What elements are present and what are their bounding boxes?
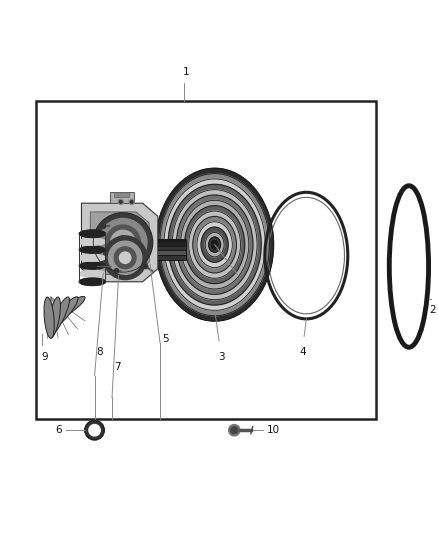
Ellipse shape	[189, 211, 240, 278]
Bar	[158, 256, 186, 260]
Circle shape	[109, 241, 142, 274]
Circle shape	[120, 252, 131, 263]
Ellipse shape	[172, 190, 257, 300]
Text: 8: 8	[97, 346, 103, 357]
Circle shape	[118, 199, 124, 205]
Circle shape	[120, 200, 122, 203]
Circle shape	[129, 199, 134, 205]
Bar	[35, 101, 376, 419]
Polygon shape	[90, 212, 149, 274]
Ellipse shape	[79, 278, 106, 285]
Circle shape	[106, 225, 141, 260]
Bar	[158, 239, 186, 260]
Ellipse shape	[155, 168, 274, 321]
Ellipse shape	[209, 237, 220, 252]
Bar	[158, 242, 186, 246]
Text: 4: 4	[300, 348, 306, 357]
Ellipse shape	[79, 238, 106, 245]
Ellipse shape	[160, 174, 269, 316]
Circle shape	[114, 269, 119, 273]
Bar	[110, 192, 134, 203]
Text: 10: 10	[267, 425, 280, 435]
Circle shape	[131, 200, 133, 203]
Circle shape	[93, 213, 152, 272]
Circle shape	[103, 236, 147, 280]
Ellipse shape	[79, 270, 106, 277]
Ellipse shape	[50, 297, 78, 329]
Text: 5: 5	[162, 334, 169, 344]
Circle shape	[99, 219, 147, 266]
Bar	[158, 251, 186, 255]
Ellipse shape	[50, 297, 70, 335]
Ellipse shape	[49, 297, 60, 338]
Ellipse shape	[201, 227, 228, 262]
Circle shape	[231, 427, 238, 434]
Text: 7: 7	[114, 362, 121, 372]
Ellipse shape	[79, 254, 106, 261]
Circle shape	[111, 230, 135, 255]
Ellipse shape	[79, 262, 106, 269]
Ellipse shape	[51, 296, 85, 321]
Ellipse shape	[177, 195, 253, 294]
Text: 1: 1	[183, 67, 190, 77]
Circle shape	[85, 421, 104, 440]
Circle shape	[101, 224, 106, 229]
Ellipse shape	[193, 216, 237, 273]
Ellipse shape	[211, 240, 218, 249]
Ellipse shape	[180, 200, 249, 289]
Ellipse shape	[79, 230, 106, 237]
Ellipse shape	[79, 246, 106, 253]
Circle shape	[117, 236, 130, 249]
Polygon shape	[81, 203, 158, 282]
Bar	[114, 192, 130, 197]
Circle shape	[229, 425, 240, 436]
Circle shape	[144, 264, 148, 269]
Ellipse shape	[44, 297, 54, 338]
Text: 6: 6	[55, 425, 62, 435]
Ellipse shape	[168, 184, 261, 305]
Ellipse shape	[205, 232, 224, 257]
Ellipse shape	[211, 240, 218, 249]
Circle shape	[114, 247, 136, 269]
Ellipse shape	[184, 206, 245, 284]
Bar	[158, 247, 186, 251]
Circle shape	[89, 425, 100, 436]
Text: 2: 2	[430, 305, 436, 315]
Text: 9: 9	[41, 352, 48, 361]
Ellipse shape	[164, 179, 265, 310]
Text: 3: 3	[218, 352, 225, 361]
Ellipse shape	[197, 222, 232, 268]
